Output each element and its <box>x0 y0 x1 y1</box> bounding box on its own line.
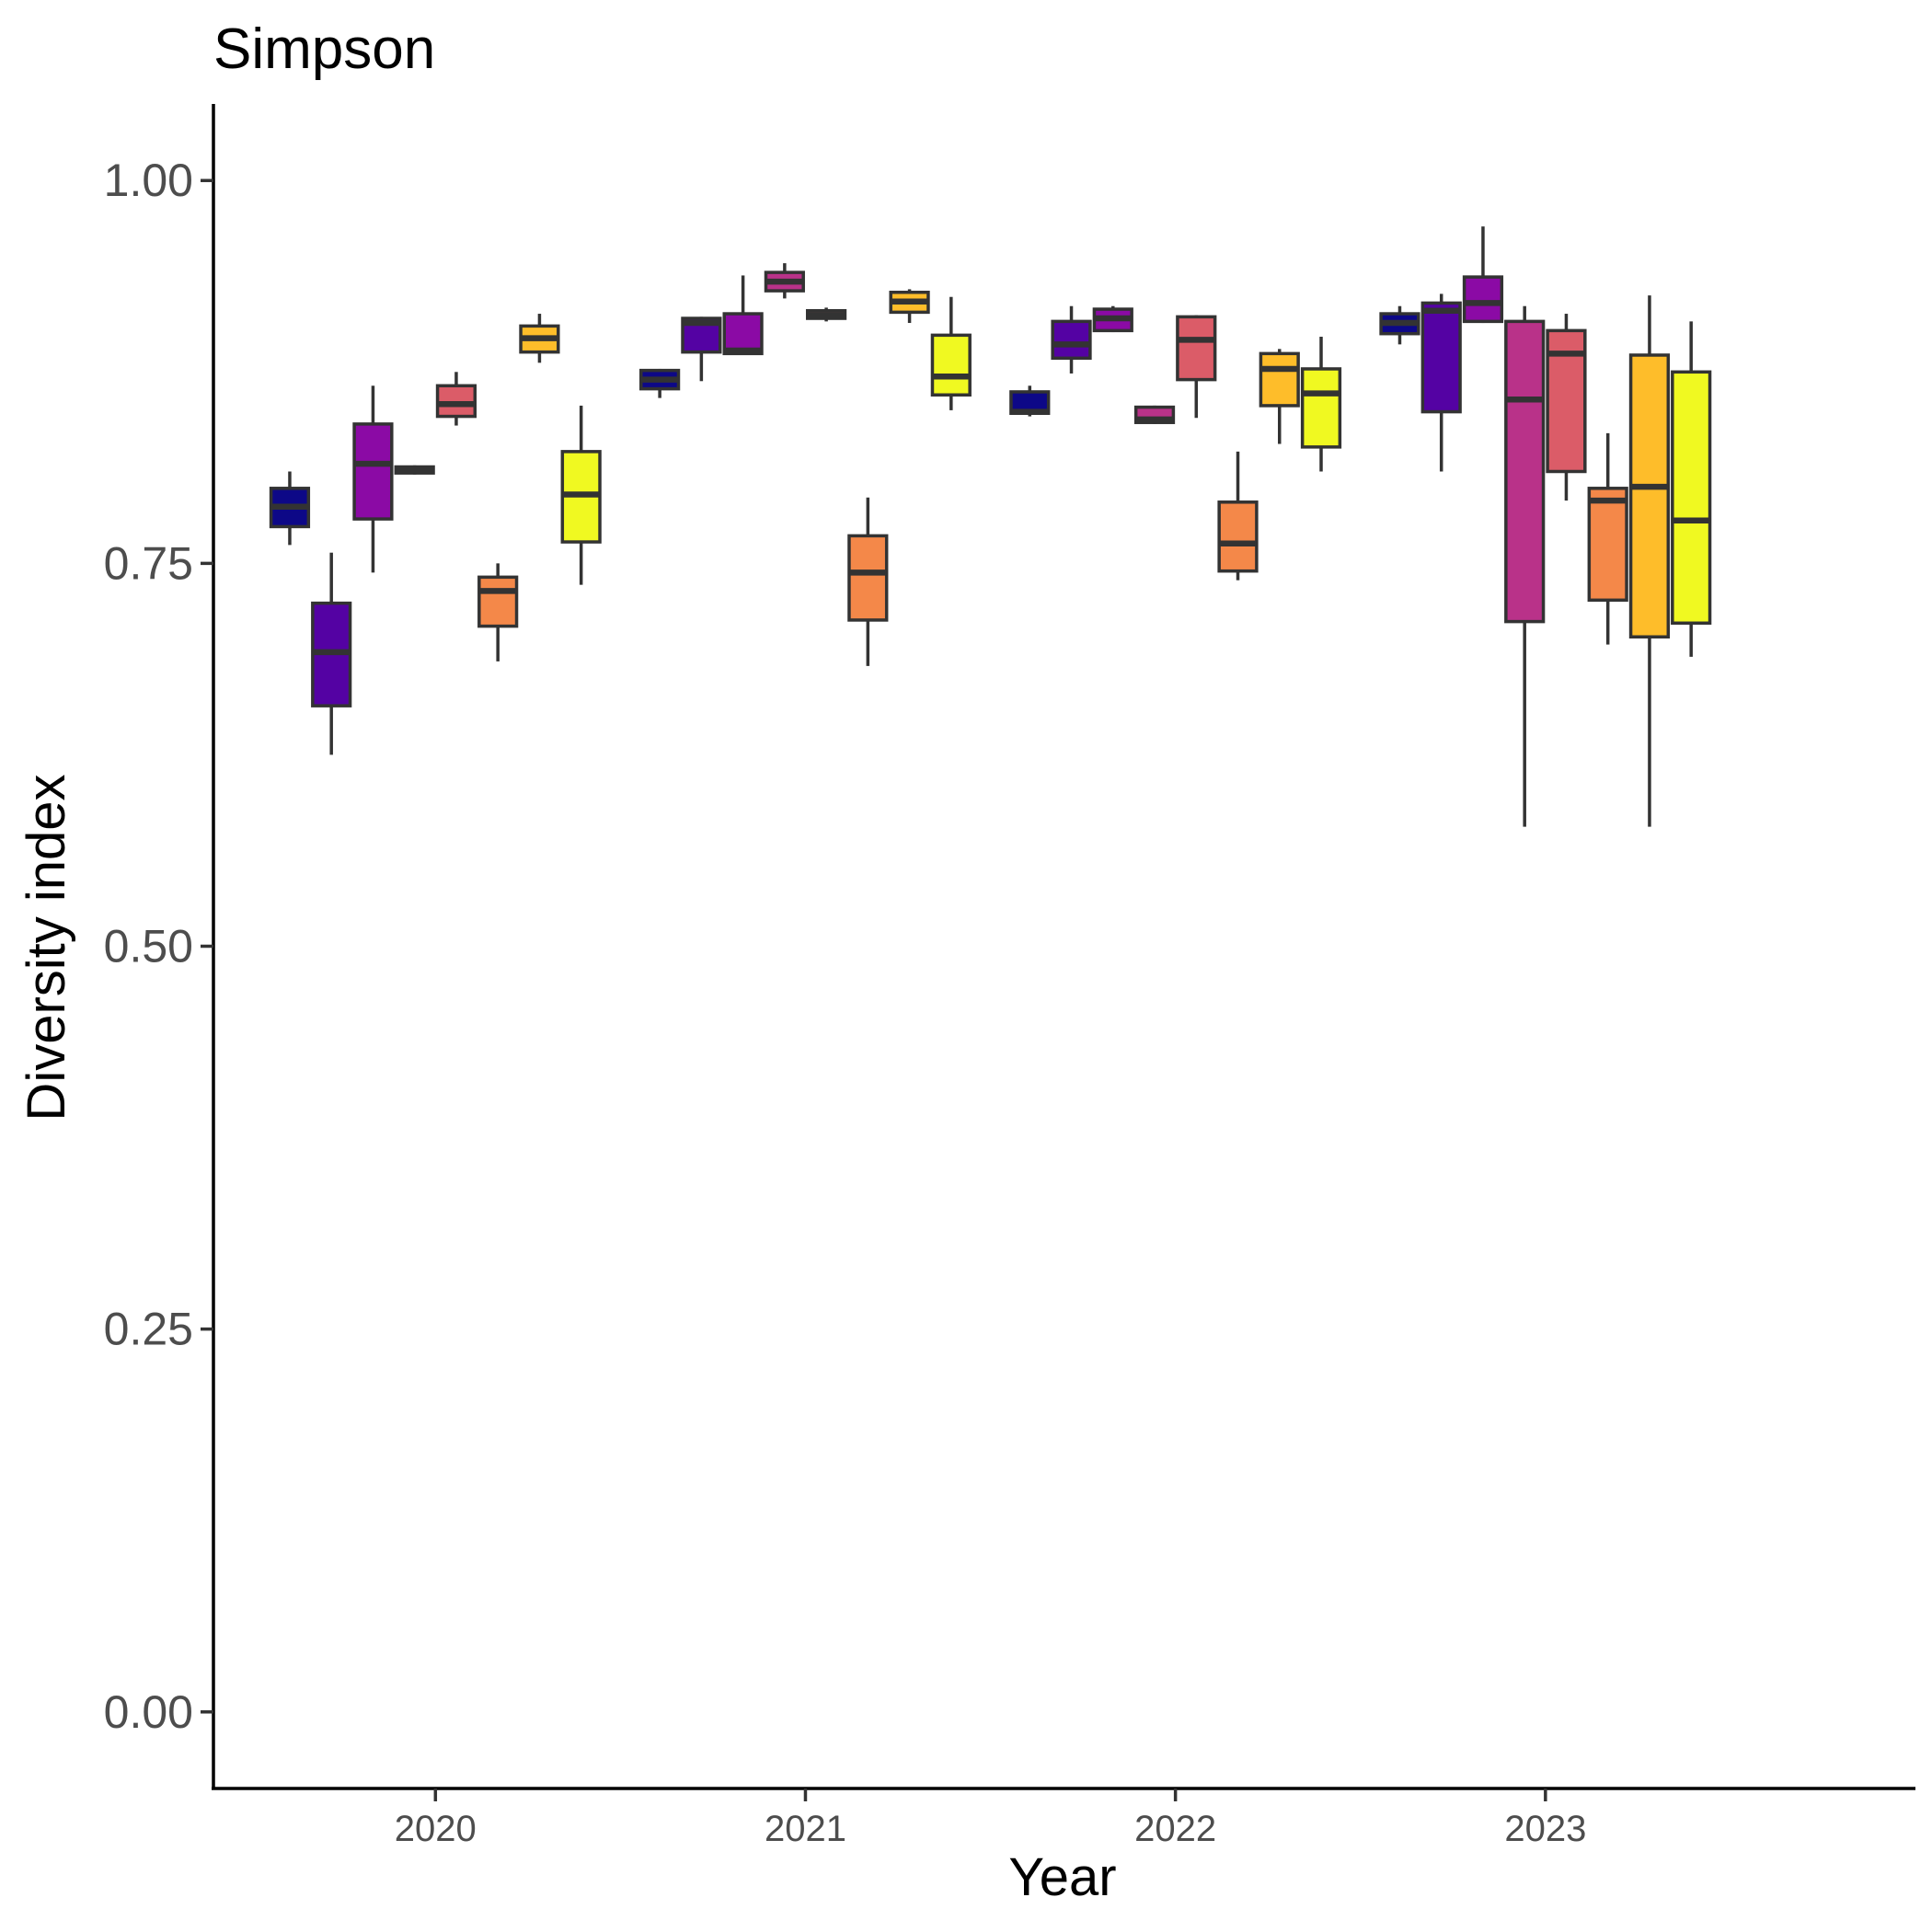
box-2021-group-6 <box>889 289 930 324</box>
box-body <box>1504 319 1546 624</box>
box-body <box>722 312 764 356</box>
plot-area <box>269 226 1712 827</box>
x-axis-ticks: 2020 2021 2022 2023 <box>395 1788 1586 1849</box>
box-body <box>1587 487 1628 603</box>
chart-title: Simpson <box>213 17 435 81</box>
box-body <box>847 534 889 622</box>
y-tick-label: 0.00 <box>104 1686 193 1738</box>
box-2020-group-7 <box>560 405 602 585</box>
box-body <box>930 333 972 397</box>
x-tick-label: 2022 <box>1134 1809 1216 1849</box>
x-tick-label: 2021 <box>765 1809 846 1849</box>
box-2021-group-1 <box>681 316 722 382</box>
box-2023-group-3 <box>1504 305 1546 827</box>
box-2023-group-1 <box>1420 293 1462 472</box>
x-tick-label: 2023 <box>1504 1809 1586 1849</box>
box-2021-group-3 <box>764 263 805 299</box>
box-2021-group-2 <box>722 275 764 356</box>
y-tick-label: 0.25 <box>104 1304 193 1355</box>
x-tick-label: 2020 <box>395 1809 477 1849</box>
y-axis-ticks: 0.00 0.25 0.50 0.75 1.00 <box>104 155 213 1738</box>
box-body <box>1300 367 1342 449</box>
y-tick-label: 1.00 <box>104 155 193 206</box>
box-body <box>1259 351 1300 408</box>
box-body <box>477 575 519 628</box>
box-2022-group-7 <box>1300 337 1342 472</box>
box-2023-group-2 <box>1462 226 1504 324</box>
box-2022-group-0 <box>1009 385 1051 417</box>
y-axis-title: Diversity index <box>17 774 76 1121</box>
box-body <box>435 384 477 419</box>
box-body <box>1176 315 1217 382</box>
box-body <box>1051 319 1092 361</box>
box-2023-group-5 <box>1587 432 1628 645</box>
box-2023-group-7 <box>1671 321 1712 657</box>
box-2020-group-3 <box>394 465 435 475</box>
box-2021-group-7 <box>930 296 972 410</box>
box-2020-group-6 <box>519 314 560 363</box>
box-2021-group-5 <box>847 497 889 666</box>
box-2020-group-1 <box>311 552 352 755</box>
box-2022-group-4 <box>1176 315 1217 419</box>
box-2023-group-0 <box>1379 305 1420 345</box>
box-2020-group-4 <box>435 372 477 426</box>
box-2023-group-4 <box>1546 314 1587 501</box>
x-axis-title: Year <box>1008 1847 1116 1907</box>
box-2020-group-2 <box>352 385 394 573</box>
box-2022-group-6 <box>1259 349 1300 444</box>
box-2022-group-2 <box>1092 305 1133 333</box>
box-body <box>1420 301 1462 414</box>
y-tick-label: 0.75 <box>104 537 193 589</box>
y-tick-label: 0.50 <box>104 921 193 972</box>
box-2021-group-0 <box>639 368 681 398</box>
box-body <box>1217 500 1259 573</box>
box-2023-group-6 <box>1628 295 1671 827</box>
box-2021-group-4 <box>805 307 847 322</box>
box-2020-group-5 <box>477 563 519 661</box>
box-2020-group-0 <box>269 471 311 546</box>
box-body <box>1628 353 1671 639</box>
box-body <box>1671 370 1712 626</box>
box-2022-group-1 <box>1051 305 1092 374</box>
box-2022-group-3 <box>1133 405 1176 424</box>
box-body <box>1462 275 1504 324</box>
box-2022-group-5 <box>1217 451 1259 581</box>
box-body <box>352 422 394 521</box>
